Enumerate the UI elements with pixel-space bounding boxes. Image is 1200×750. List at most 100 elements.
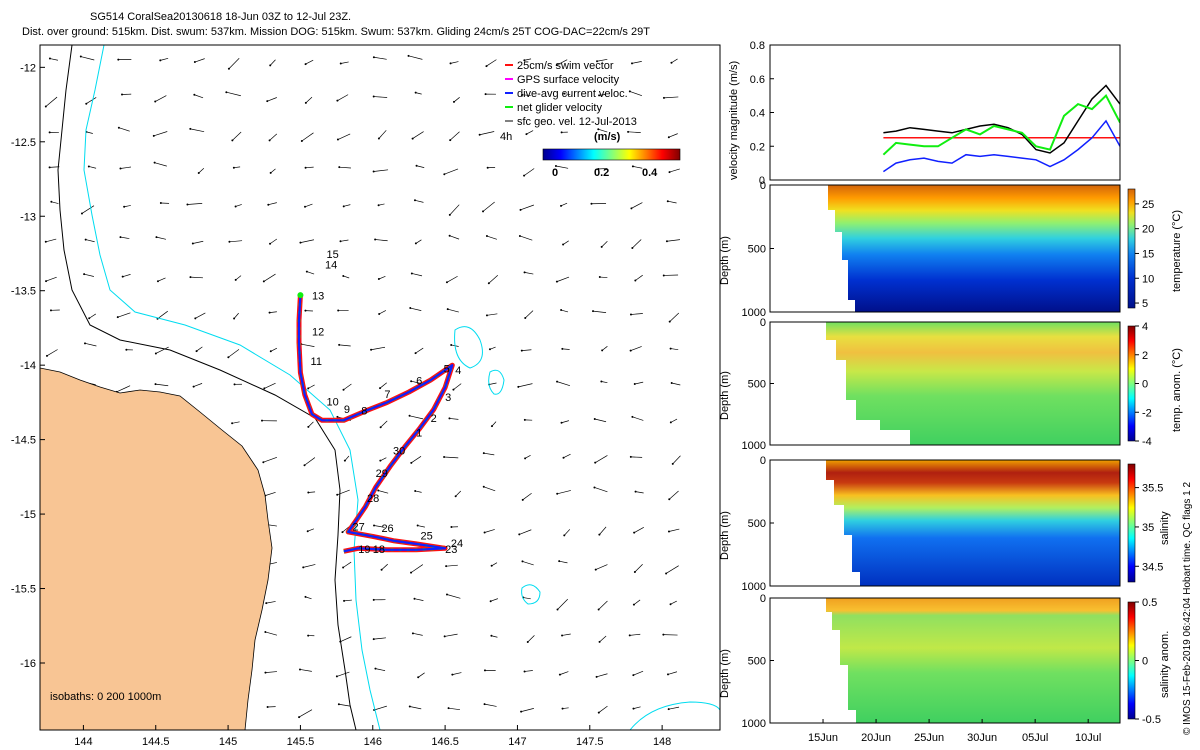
sfc-geo-vector-head [269, 242, 272, 245]
land-mass [40, 367, 273, 730]
sfc-geo-vector [343, 383, 352, 391]
sfc-geo-vector-head [630, 207, 633, 210]
sfc-geo-vector [269, 133, 278, 141]
map-colorbar-label: (m/s) [594, 131, 621, 143]
sfc-geo-vector-head [234, 205, 237, 208]
sfc-geo-vector [668, 133, 678, 138]
sfc-geo-vector-head [523, 59, 526, 62]
sfc-geo-vector-head [667, 708, 670, 711]
sfc-geo-vector [518, 383, 533, 388]
sfc-geo-vector [631, 61, 642, 64]
depth-tick-label: 0 [760, 593, 766, 605]
sfc-geo-vector [592, 310, 607, 313]
sfc-geo-vector [411, 456, 422, 464]
depth-tick-label: 0 [760, 317, 766, 329]
sfc-geo-vector [267, 97, 277, 102]
track-start-marker [297, 292, 304, 299]
sfc-geo-vector-head [485, 314, 488, 317]
sfc-geo-vector [264, 382, 276, 389]
sfc-geo-vector-head [478, 133, 481, 136]
velocity-series-line [882, 93, 1120, 156]
sfc-geo-vector [373, 637, 386, 640]
sfc-geo-vector [562, 707, 569, 709]
sfc-geo-vector [633, 670, 644, 676]
sfc-geo-vector-head [303, 464, 306, 467]
sfc-geo-vector-head [593, 417, 596, 420]
map-frame [39, 44, 721, 731]
sfc-geo-vector [633, 706, 641, 709]
sfc-geo-vector [378, 490, 389, 494]
sfc-geo-vector [337, 489, 350, 496]
sfc-geo-vector-head [377, 204, 380, 207]
colorbar-tick-label: 0.5 [1142, 597, 1157, 609]
sfc-geo-vector-head [377, 137, 380, 140]
sfc-geo-vector-head [561, 347, 564, 350]
sfc-geo-vector [486, 59, 497, 67]
sfc-geo-vector [521, 708, 534, 712]
sfc-geo-vector-head [121, 93, 124, 96]
map-colorbar-tick-0: 0 [552, 167, 558, 179]
sfc-geo-vector [522, 561, 534, 566]
sfc-geo-vector [86, 131, 93, 134]
map-y-ticks: -12 -12.5 -13 -13.5 -14 -14.5 -15 -15.5 -16 [11, 62, 45, 670]
sfc-geo-vector [598, 128, 608, 133]
sfc-geo-vector [524, 455, 531, 459]
sfc-geo-vector-head [336, 493, 339, 496]
colorbar-tick-label: 0 [1142, 379, 1148, 391]
sfc-geo-vector [490, 598, 498, 602]
sfc-geo-vector-head [49, 309, 52, 312]
sfc-geo-vector-head [307, 425, 310, 428]
sfc-geo-vector-head [307, 387, 310, 390]
sfc-geo-vector-head [449, 139, 452, 142]
sfc-geo-vector-head [370, 348, 373, 351]
sfc-geo-vector [303, 564, 316, 568]
sfc-geo-vector-head [154, 383, 157, 386]
temperature-field [828, 185, 1120, 312]
sfc-geo-vector [564, 93, 571, 95]
sfc-geo-vector-head [372, 170, 375, 173]
sfc-geo-vector [381, 563, 388, 570]
sfc-geo-vector [379, 382, 387, 389]
sfc-geo-vector [598, 600, 608, 610]
sfc-geo-vector [446, 275, 458, 283]
sfc-geo-vector [668, 706, 680, 710]
sfc-geo-vector [45, 96, 58, 107]
sfc-geo-vector [561, 309, 569, 313]
sfc-geo-vector [594, 487, 608, 493]
date-tick-label: 10Jul [1075, 732, 1101, 744]
sfc-geo-vector-head [448, 234, 451, 237]
sfc-geo-vector [157, 310, 168, 320]
day-label: 14 [325, 259, 337, 271]
colorbar-tick-label: 25 [1142, 199, 1154, 211]
sfc-geo-vector-head [44, 105, 47, 108]
date-tick-label: 25Jun [914, 732, 944, 744]
sfc-geo-vector-head [592, 310, 595, 313]
sfc-geo-vector-head [379, 459, 382, 462]
salinity-colorbar-ticks: 34.5 35 35.5 [1135, 483, 1163, 573]
sfc-geo-vector-head [269, 171, 272, 174]
sfc-geo-vector [598, 705, 608, 713]
sfc-geo-vector [155, 346, 169, 354]
sfc-geo-vector-head [628, 634, 631, 637]
sfc-geo-vector-head [125, 348, 128, 351]
sfc-geo-vector [263, 273, 276, 282]
sfc-geo-vector [599, 93, 607, 96]
velocity-y-tick-label: 0.4 [750, 108, 765, 120]
day-label: 10 [326, 396, 338, 408]
sfc-geo-vector-head [232, 166, 235, 169]
day-label: 4 [455, 365, 461, 377]
depth-tick-label: 500 [748, 656, 766, 668]
sfc-geo-vector [269, 59, 276, 66]
sfc-geo-vector-head [483, 703, 486, 706]
day-label: 24 [451, 538, 463, 550]
sfc-geo-vector-head [525, 133, 528, 136]
sfc-geo-vector-head [600, 380, 603, 383]
sfc-geo-vector-head [634, 490, 637, 493]
sfc-geo-vector [594, 418, 607, 423]
map-x-tick-label: 146 [364, 736, 382, 748]
temperature-y-ticks: 0 500 1000 [742, 180, 774, 319]
sfc-geo-vector [265, 671, 277, 673]
sfc-geo-vector [268, 202, 277, 206]
